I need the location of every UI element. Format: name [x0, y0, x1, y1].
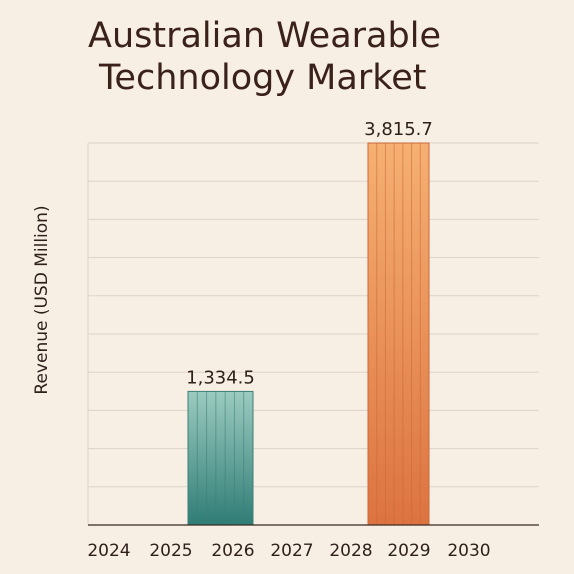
data-label-2025: 1,334.5	[186, 367, 255, 388]
data-label-2028: 3,815.7	[364, 119, 433, 140]
bar-2025-2026	[187, 390, 254, 526]
x-tick-label-2028: 2028	[329, 541, 372, 561]
x-tick-label-2024: 2024	[87, 541, 130, 561]
x-tick-label-2027: 2027	[270, 541, 313, 561]
x-tick-label-2026: 2026	[211, 541, 254, 561]
bar-2028-2029	[367, 142, 430, 526]
chart-title-line-2: Technology Market	[98, 58, 427, 98]
y-axis-label: Revenue (USD Million)	[32, 205, 52, 394]
bar-fill	[367, 142, 430, 526]
data-labels: 1,334.5 3,815.7	[186, 119, 433, 388]
chart-title-line-1: Australian Wearable	[88, 16, 441, 56]
bars	[187, 142, 430, 526]
x-tick-label-2029: 2029	[387, 541, 430, 561]
bar-fill	[187, 390, 254, 526]
gridlines	[87, 142, 539, 525]
x-tick-label-2030: 2030	[447, 541, 490, 561]
x-tick-label-2025: 2025	[149, 541, 192, 561]
x-tick-labels: 2024 2025 2026 2027 2028 2029 2030	[87, 541, 490, 561]
